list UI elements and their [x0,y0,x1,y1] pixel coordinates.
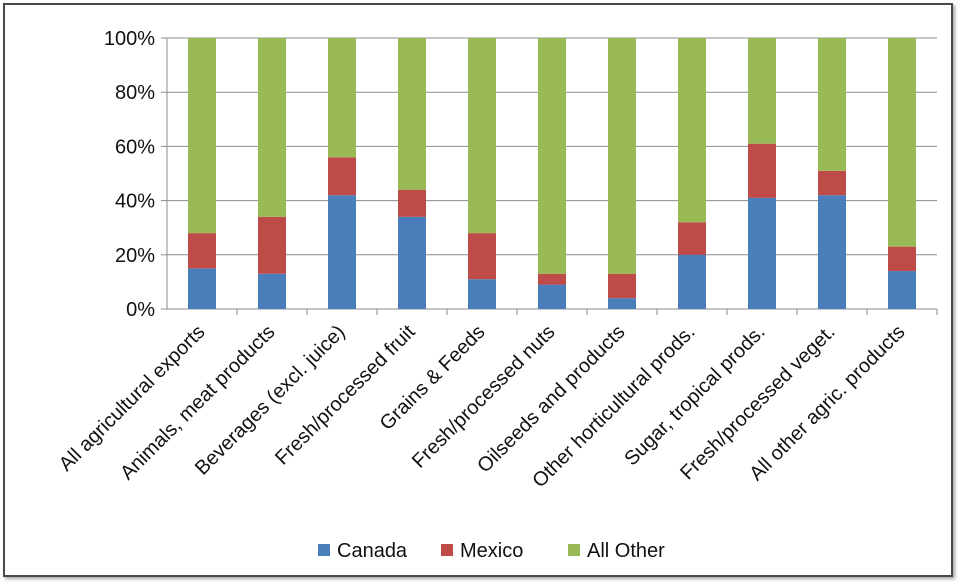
legend-label-all-other: All Other [587,540,665,562]
bar-segment-mexico [608,273,636,299]
legend-swatch-canada [318,544,330,556]
bar-segment-canada [888,271,916,309]
bars [188,38,916,309]
bar-segment-all-other [468,38,496,234]
y-tick-label: 100% [104,28,155,50]
bar-segment-canada [748,197,776,309]
bar-segment-all-other [678,38,706,223]
bar-segment-all-other [608,38,636,274]
bar-segment-all-other [398,38,426,190]
bar-segment-canada [678,254,706,309]
bar-segment-mexico [678,222,706,255]
bar-segment-canada [328,195,356,309]
bar-segment-mexico [538,273,566,285]
bar-segment-canada [538,284,566,309]
legend-swatch-mexico [441,544,453,556]
bar-segment-canada [818,195,846,309]
legend: Canada Mexico All Other [318,540,665,562]
bar-segment-mexico [398,189,426,217]
bar-segment-all-other [538,38,566,274]
bar-segment-all-other [748,38,776,144]
y-axis-ticks: 0% 20% 40% 60% 80% 100% [104,28,155,321]
bar-segment-mexico [818,170,846,196]
x-category-label: Fresh/processed fruit [271,321,420,470]
bar-segment-canada [468,279,496,309]
bar-segment-canada [258,273,286,309]
bar-segment-all-other [258,38,286,217]
legend-swatch-all-other [568,544,580,556]
bar-segment-mexico [258,216,286,274]
bar-segment-canada [398,216,426,309]
bar-segment-canada [608,298,636,309]
bar-segment-mexico [888,246,916,272]
x-category-label: Fresh/processed nuts [408,321,560,473]
bar-segment-mexico [328,157,356,196]
y-tick-label: 80% [115,82,155,104]
bar-segment-mexico [468,233,496,280]
bar-segment-all-other [818,38,846,171]
bar-segment-mexico [188,233,216,269]
y-tick-label: 40% [115,191,155,213]
legend-label-mexico: Mexico [460,540,523,562]
bar-segment-all-other [888,38,916,247]
bar-segment-canada [188,268,216,309]
legend-label-canada: Canada [337,540,408,562]
x-category-label: Sugar, tropical prods. [620,321,769,470]
y-tick-label: 0% [126,299,155,321]
y-tick-label: 60% [115,136,155,158]
bar-segment-all-other [188,38,216,234]
bar-segment-all-other [328,38,356,158]
y-tick-label: 20% [115,245,155,267]
bar-segment-mexico [748,143,776,198]
